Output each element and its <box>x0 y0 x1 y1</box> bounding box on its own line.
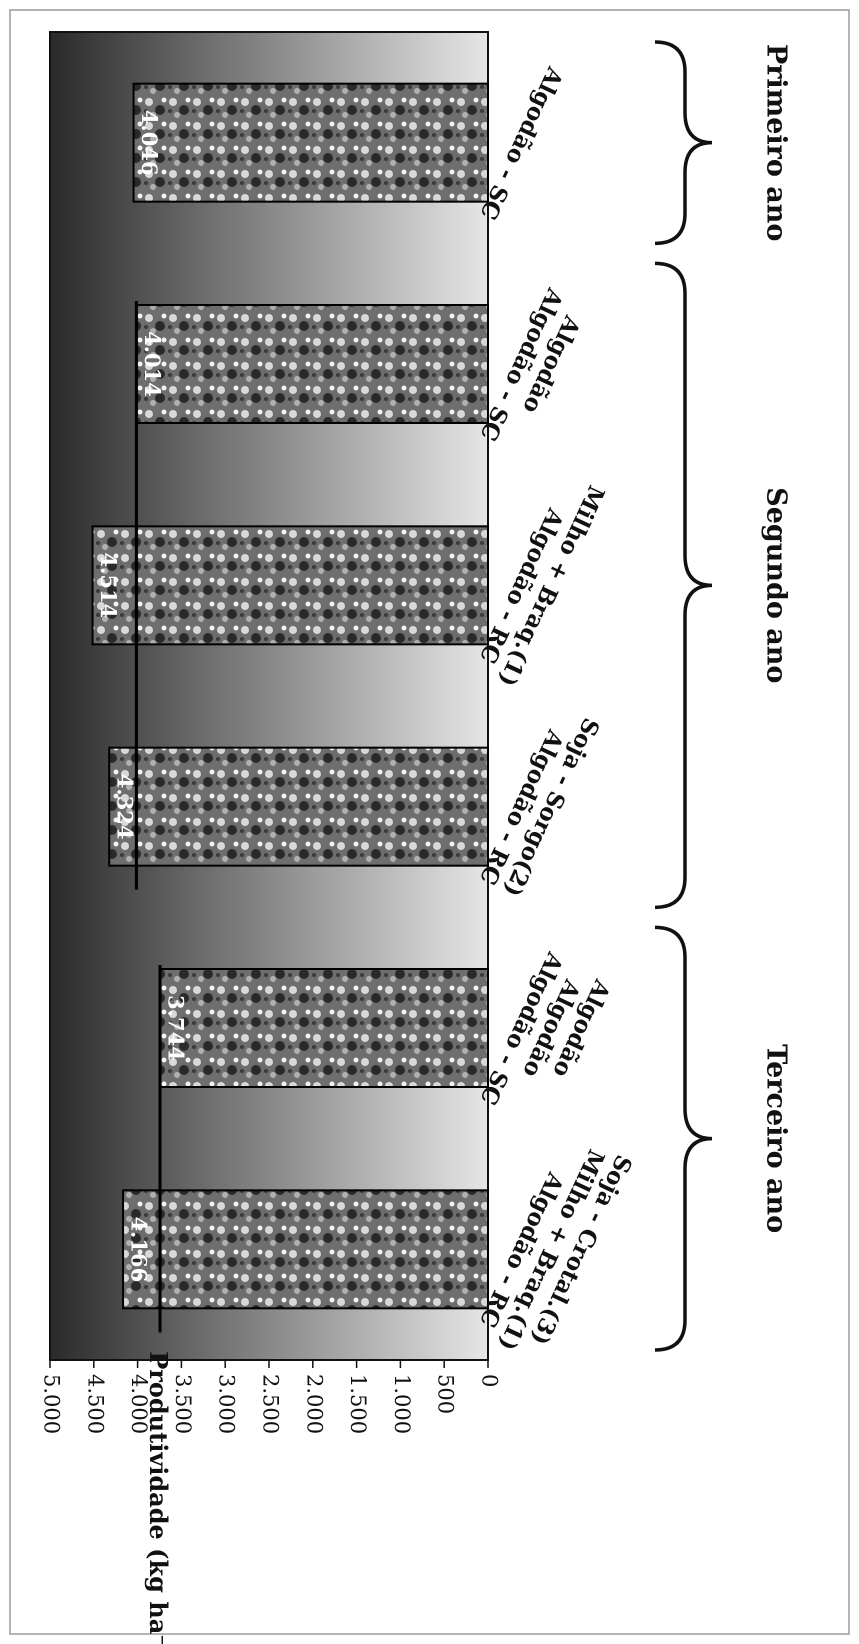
value-tick-label: 4.500 <box>83 1374 107 1434</box>
bar <box>91 525 489 646</box>
bars: 4.046 4.014 4.514 4.324 3.744 4.166 <box>91 82 490 1310</box>
data-label: 3.744 <box>164 995 189 1061</box>
figure-frame <box>9 9 850 1635</box>
bar <box>135 304 489 424</box>
group-label: Segundo ano <box>761 487 792 683</box>
bar <box>122 1189 489 1310</box>
bar <box>132 82 489 203</box>
data-label: 4.166 <box>127 1216 152 1282</box>
group-label: Terceiro ano <box>761 1044 792 1233</box>
data-label: 4.324 <box>113 774 138 840</box>
year-groups: Primeiro ano Segundo ano Terceiro ano <box>654 40 792 1352</box>
value-tick-label: 500 <box>434 1374 458 1414</box>
bar <box>159 968 489 1088</box>
bar <box>108 746 490 867</box>
reference-lines <box>134 301 162 1333</box>
value-tick-label: 3.000 <box>215 1374 239 1434</box>
group-brace <box>654 925 713 1352</box>
data-label: 4.514 <box>96 552 121 618</box>
value-tick-label: 2.500 <box>259 1374 283 1434</box>
data-label: 4.046 <box>137 110 162 176</box>
value-tick-label: 3.500 <box>171 1374 195 1434</box>
data-label: 4.014 <box>140 331 165 397</box>
value-tick-label: 5.000 <box>40 1374 64 1434</box>
group-brace <box>654 261 713 910</box>
group-label: Primeiro ano <box>761 44 792 242</box>
value-axis: 0 500 1.000 1.500 2.000 2.500 3.000 3.500 4.000 4… <box>40 1359 502 1434</box>
plot-area <box>49 31 489 1361</box>
value-axis-title: Produtividade (kg ha⁻¹) <box>144 1351 173 1644</box>
value-tick-label: 1.500 <box>346 1374 370 1434</box>
value-tick-label: 4.000 <box>127 1374 151 1434</box>
group-brace <box>654 40 713 246</box>
value-tick-label: 2.000 <box>302 1374 326 1434</box>
value-tick-label: 1.000 <box>390 1374 414 1434</box>
value-tick-label: 0 <box>478 1374 502 1387</box>
